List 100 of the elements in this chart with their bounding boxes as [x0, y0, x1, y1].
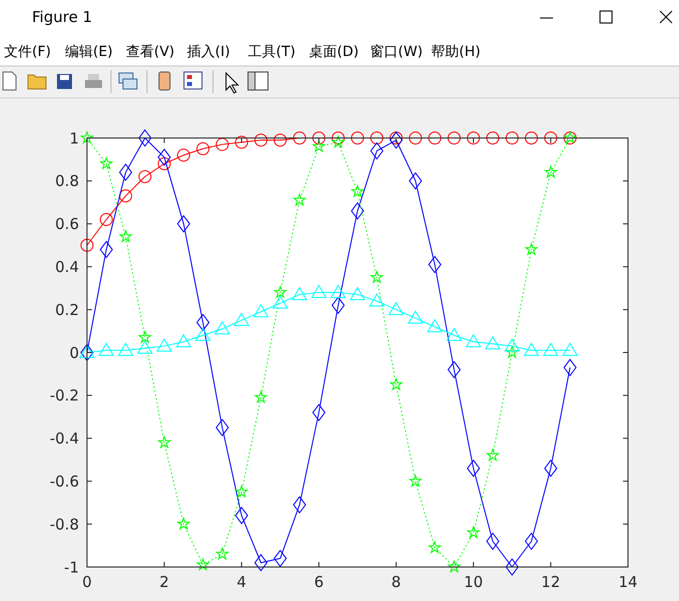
point: [332, 132, 345, 144]
point: [216, 548, 228, 560]
point: [486, 532, 500, 550]
point: [138, 170, 152, 184]
point: [274, 550, 287, 567]
point: [196, 314, 210, 331]
point: [466, 460, 480, 477]
point: [138, 331, 152, 343]
point: [350, 287, 365, 300]
point: [408, 172, 422, 190]
point: [158, 148, 171, 166]
point: [312, 140, 326, 152]
point: [254, 554, 268, 572]
point: [235, 507, 248, 524]
point: [235, 136, 248, 149]
point: [428, 541, 441, 554]
point: [100, 241, 113, 258]
point: [119, 230, 132, 242]
point: [312, 404, 326, 422]
y-tick-label: -0.8: [50, 515, 79, 534]
point: [100, 157, 112, 170]
point: [138, 130, 152, 146]
point: [466, 334, 481, 348]
point: [253, 304, 268, 318]
y-tick-label: 0.2: [55, 300, 79, 319]
point: [80, 238, 94, 252]
point: [274, 134, 287, 147]
y-tick-label: 1: [69, 129, 79, 148]
point: [504, 338, 520, 352]
point: [330, 284, 346, 298]
point: [408, 310, 423, 324]
point: [409, 474, 422, 487]
point: [272, 296, 288, 309]
text: 窗口(W): [370, 44, 423, 60]
y-tick-label: -0.4: [50, 430, 79, 448]
y-tick-label: 0.6: [55, 215, 79, 234]
point: [332, 296, 345, 314]
x-tick-label: 10: [464, 573, 483, 591]
point: [119, 189, 132, 202]
text: 帮助(H): [431, 44, 480, 60]
point: [235, 485, 248, 498]
point: [486, 448, 499, 461]
point: [80, 345, 94, 358]
point: [137, 340, 152, 354]
caption: Figure 1: [32, 8, 92, 26]
point: [544, 460, 558, 477]
point: [562, 342, 578, 356]
point: [370, 270, 383, 283]
point: [448, 132, 461, 144]
point: [312, 132, 326, 144]
point: [448, 361, 461, 378]
point: [427, 319, 442, 332]
point: [254, 391, 268, 403]
y-tick-label: -1: [64, 558, 79, 576]
point: [80, 132, 94, 144]
point: [254, 134, 268, 147]
point: [408, 132, 422, 144]
point: [506, 558, 519, 576]
point: [177, 215, 190, 232]
text: 工具(T): [248, 44, 296, 60]
y-tick-label: -0.2: [50, 386, 79, 405]
text: 文件(F): [4, 44, 51, 60]
point: [158, 157, 171, 170]
point: [195, 328, 210, 341]
point: [524, 532, 538, 550]
point: [524, 342, 539, 356]
text: 桌面(D): [309, 44, 359, 60]
y-tick-label: 0: [69, 344, 79, 362]
point: [486, 132, 500, 144]
x-tick-label: 6: [314, 573, 324, 591]
x-tick-label: 8: [391, 573, 401, 591]
point: [100, 213, 113, 226]
point: [176, 334, 192, 348]
point: [351, 202, 364, 220]
point: [390, 132, 403, 149]
point: [196, 142, 210, 156]
point: [428, 256, 442, 274]
point: [80, 344, 94, 361]
point: [370, 132, 384, 144]
point: [214, 321, 230, 334]
point: [446, 328, 462, 341]
point: [506, 346, 518, 358]
point: [390, 378, 402, 390]
point: [311, 284, 326, 298]
point: [292, 287, 308, 300]
text: 查看(V): [126, 44, 175, 60]
point: [428, 132, 442, 144]
x-tick-label: 14: [618, 573, 638, 591]
point: [293, 132, 306, 144]
point: [118, 342, 134, 356]
point: [544, 132, 558, 144]
point: [293, 194, 306, 206]
point: [177, 518, 190, 530]
point: [332, 136, 344, 148]
point: [351, 132, 364, 144]
point: [216, 419, 229, 436]
point: [390, 132, 403, 144]
y-tick-label: -0.6: [50, 472, 79, 490]
point: [543, 342, 558, 356]
point: [388, 302, 404, 316]
